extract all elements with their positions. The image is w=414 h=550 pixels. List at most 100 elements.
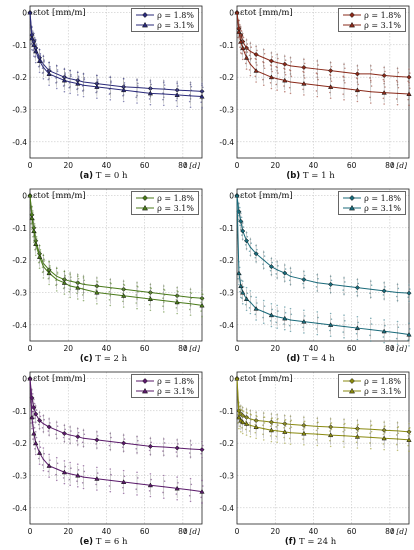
specimen-point <box>62 477 65 479</box>
x-tick-label: 80 <box>178 527 188 536</box>
data-point <box>354 71 360 77</box>
specimen-point <box>407 444 409 447</box>
legend-swatch <box>136 204 155 211</box>
specimen-point <box>108 444 111 447</box>
specimen-point <box>95 91 97 94</box>
y-tick-label: 0 <box>22 374 27 383</box>
specimen-point <box>68 478 71 481</box>
specimen-point <box>269 269 272 272</box>
specimen-point <box>136 471 138 474</box>
x-tick-label: 60 <box>140 161 150 170</box>
specimen-point <box>344 281 346 283</box>
specimen-point <box>317 316 319 319</box>
specimen-point <box>55 290 58 292</box>
specimen-point <box>63 270 66 273</box>
specimen-point <box>122 492 125 495</box>
specimen-point <box>382 433 385 436</box>
panel-label: (d) <box>286 354 301 364</box>
specimen-point <box>41 464 44 466</box>
specimen-point <box>255 296 257 299</box>
specimen-point <box>64 465 66 468</box>
specimen-point <box>303 421 305 423</box>
data-point <box>236 270 242 276</box>
specimen-point <box>239 290 241 293</box>
specimen-point <box>200 496 202 499</box>
specimen-point <box>77 77 80 79</box>
data-point <box>406 91 412 96</box>
specimen-point <box>149 81 152 83</box>
specimen-point <box>42 469 45 472</box>
specimen-point <box>269 425 272 427</box>
specimen-point <box>255 319 257 321</box>
data-point <box>29 215 35 221</box>
data-point <box>381 435 387 441</box>
specimen-point <box>397 287 400 290</box>
data-point <box>33 48 39 54</box>
specimen-point <box>317 277 319 280</box>
chart-svg: 0 -0.1 -0.2 -0.3 -0.4 0 20 40 60 80t [d] <box>219 371 412 536</box>
specimen-point <box>55 82 57 84</box>
specimen-point <box>241 52 243 55</box>
specimen-point <box>200 310 202 312</box>
data-point <box>253 305 259 311</box>
specimen-point <box>408 104 410 107</box>
specimen-point <box>47 78 50 81</box>
specimen-point <box>369 79 372 82</box>
chart-panel-6: 0 -0.1 -0.2 -0.3 -0.4 0 20 40 60 80 t [d] εtot [mm/… <box>207 366 414 549</box>
legend: ρ = 1.8% ρ = 3.1% <box>338 374 406 398</box>
data-point <box>75 434 81 440</box>
specimen-point <box>290 60 293 63</box>
legend: ρ = 1.8% ρ = 3.1% <box>131 374 199 398</box>
specimen-point <box>383 80 385 83</box>
x-tick-label: 20 <box>63 527 73 536</box>
specimen-point <box>82 95 85 98</box>
x-tick-label: 0 <box>28 161 33 170</box>
specimen-point <box>83 433 86 436</box>
specimen-point <box>189 106 192 109</box>
specimen-point <box>33 36 36 39</box>
specimen-point <box>329 329 331 332</box>
specimen-point <box>382 336 385 338</box>
specimen-point <box>77 277 80 280</box>
specimen-point <box>270 303 273 305</box>
specimen-point <box>263 305 266 308</box>
specimen-point <box>110 436 112 439</box>
specimen-point <box>122 100 125 103</box>
specimen-point <box>329 74 332 77</box>
x-tick-label: 80 <box>385 527 395 536</box>
specimen-point <box>96 97 98 99</box>
specimen-point <box>49 266 51 269</box>
specimen-point <box>289 69 292 72</box>
specimen-point <box>263 422 266 424</box>
data-point <box>406 331 412 337</box>
specimen-point <box>383 319 385 321</box>
data-point <box>243 55 250 60</box>
specimen-point <box>109 490 112 493</box>
specimen-point <box>357 321 359 324</box>
specimen-point <box>122 306 125 308</box>
specimen-point <box>355 431 358 434</box>
panel-caption-text: T = 2 h <box>92 354 128 364</box>
panel-caption-text: T = 1 h <box>300 171 335 181</box>
x-tick-label: 20 <box>270 161 280 170</box>
specimen-point <box>329 430 331 432</box>
data-point <box>27 375 33 381</box>
specimen-point <box>343 446 345 448</box>
x-tick-label: 60 <box>347 527 357 536</box>
specimen-point <box>96 303 98 305</box>
specimen-point <box>163 480 166 482</box>
y-tick-label: -0.2 <box>12 73 27 82</box>
specimen-point <box>316 333 319 336</box>
specimen-point <box>69 296 71 299</box>
specimen-point <box>33 32 35 35</box>
y-tick-label: -0.4 <box>12 504 27 513</box>
specimen-point <box>81 441 84 444</box>
x-tick-label: 80 <box>178 344 188 353</box>
specimen-point <box>383 341 385 344</box>
specimen-point <box>409 328 411 330</box>
triangle-icon <box>142 21 149 28</box>
specimen-point <box>384 324 386 327</box>
specimen-point <box>82 487 85 490</box>
data-point <box>46 424 52 430</box>
